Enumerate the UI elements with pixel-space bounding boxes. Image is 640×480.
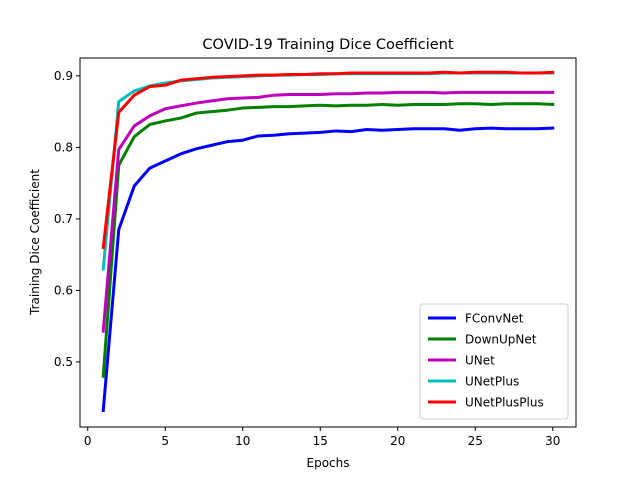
x-tick-label: 0 (84, 434, 92, 448)
y-tick-label: 0.7 (54, 212, 73, 226)
y-tick-label: 0.8 (54, 140, 73, 154)
y-axis-label: Training Dice Coefficient (28, 169, 42, 316)
series-line-downupnet (101, 102, 555, 378)
plot-area (101, 70, 555, 413)
legend: FConvNet DownUpNet UNet UNetPlus UNetPlusPlu… (419, 303, 569, 420)
plot-frame (79, 57, 577, 428)
x-tick-label: 25 (468, 434, 483, 448)
x-tick-label: 30 (545, 434, 560, 448)
y-tick-label: 0.5 (54, 355, 73, 369)
legend-label-unet: UNet (465, 354, 495, 368)
y-axis: 0.5 0.6 0.7 0.8 0.9 (54, 69, 80, 369)
x-tick-label: 10 (235, 434, 250, 448)
legend-label-downupnet: DownUpNet (465, 333, 537, 347)
legend-label-unetplusplus: UNetPlusPlus (465, 396, 544, 410)
x-axis: 0 5 10 15 20 25 30 (84, 427, 560, 448)
legend-label-unetplus: UNetPlus (465, 375, 519, 389)
x-axis-label: Epochs (307, 456, 350, 470)
y-tick-label: 0.9 (54, 69, 73, 83)
series-line-unetplusplus (101, 70, 555, 250)
series-line-fconvnet (101, 126, 555, 413)
x-tick-label: 5 (161, 434, 169, 448)
x-tick-label: 20 (390, 434, 405, 448)
chart-title: COVID-19 Training Dice Coefficient (202, 37, 454, 53)
y-tick-label: 0.6 (54, 283, 73, 297)
series-line-unet (101, 90, 555, 333)
legend-label-fconvnet: FConvNet (465, 312, 524, 326)
x-tick-label: 15 (313, 434, 328, 448)
legend-box (419, 303, 569, 420)
